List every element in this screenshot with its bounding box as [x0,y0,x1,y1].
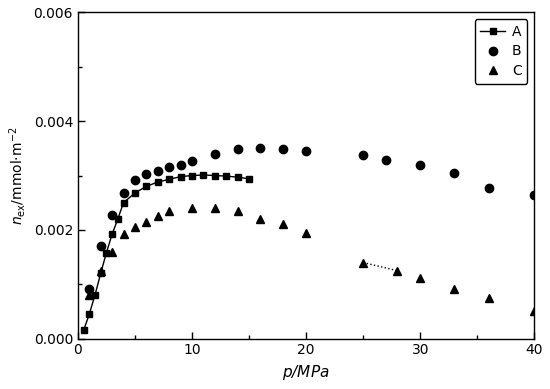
A [189,173,195,178]
B [257,146,264,151]
C [120,232,127,237]
C [86,293,92,298]
B [155,169,161,173]
A [80,328,87,333]
B [177,162,184,167]
B [97,244,104,249]
A [166,177,173,182]
A [155,180,161,184]
C [280,222,287,227]
C [531,309,537,314]
C [97,268,104,273]
Legend: A, B, C: A, B, C [475,19,527,84]
B [166,165,173,170]
B [383,158,389,163]
A [212,173,218,178]
Line: A: A [80,172,252,334]
C [143,219,150,224]
Line: B: B [85,144,538,293]
C [257,217,264,221]
A [177,174,184,179]
A [86,312,92,317]
A [200,173,207,177]
C [451,286,458,291]
C [303,230,310,235]
C [189,206,195,210]
X-axis label: $p$/MPa: $p$/MPa [282,363,330,382]
A [143,184,150,189]
B [485,185,492,190]
A [97,271,104,276]
B [280,147,287,152]
A [92,293,98,298]
B [212,151,218,156]
A [246,177,252,181]
A [234,175,241,179]
A [131,191,138,195]
C [234,209,241,213]
Y-axis label: $n_{\rm ex}$/mmol·m$^{-2}$: $n_{\rm ex}$/mmol·m$^{-2}$ [7,126,28,225]
C [212,206,218,210]
C [166,209,173,213]
A [103,251,109,255]
C [485,296,492,300]
B [189,159,195,164]
B [360,152,366,157]
C [155,214,161,219]
Line: C: C [85,204,538,315]
B [531,192,537,197]
B [143,172,150,177]
A [114,217,121,221]
B [417,162,424,167]
B [303,149,310,153]
B [451,170,458,175]
B [109,212,116,217]
A [120,200,127,205]
B [234,147,241,152]
B [86,286,92,291]
C [394,268,400,273]
C [131,225,138,230]
A [223,174,229,179]
A [109,232,116,237]
C [417,275,424,280]
B [131,177,138,182]
C [109,249,116,254]
C [360,260,366,265]
B [120,191,127,195]
